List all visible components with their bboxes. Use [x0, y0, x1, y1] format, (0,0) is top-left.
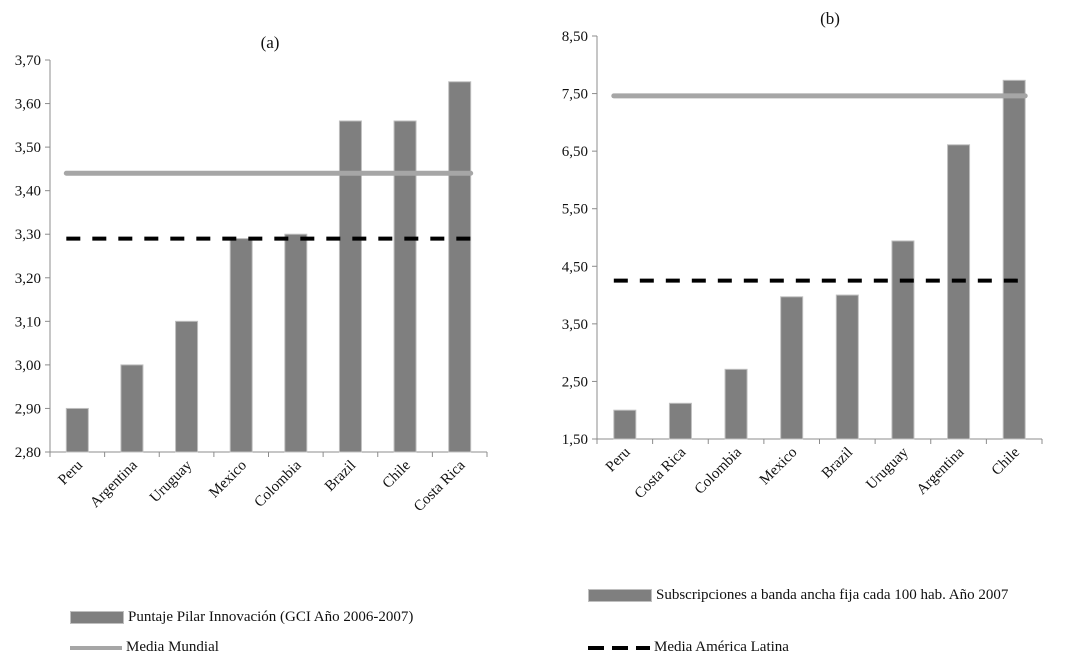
x-tick-label-a: Argentina: [87, 457, 141, 511]
legend-swatch-bar-b: [588, 589, 652, 602]
x-tick-label-b: Costa Rica: [632, 444, 690, 502]
legend-media-al: Media América Latina: [588, 638, 789, 657]
bar-a: [284, 233, 308, 453]
y-tick-label-b: 3,50: [562, 317, 588, 333]
bar-a: [393, 120, 417, 453]
bar-a: [120, 364, 144, 453]
bar-a: [65, 407, 89, 453]
y-tick-label-a: 3,40: [15, 184, 41, 200]
y-tick-label-a: 3,50: [15, 140, 41, 156]
bar-a: [175, 320, 199, 453]
x-tick-label-b: Colombia: [692, 444, 745, 497]
legend-swatch-media-mundial: [70, 646, 122, 650]
chart-b-title: (b): [820, 9, 840, 28]
y-tick-label-a: 3,60: [15, 97, 41, 113]
y-tick-label-b: 6,50: [562, 144, 588, 160]
y-tick-label-a: 3,30: [15, 227, 41, 243]
x-tick-label-b: Brazil: [819, 445, 856, 482]
x-tick-label-b: Peru: [603, 444, 634, 475]
y-tick-label-a: 3,00: [15, 358, 41, 374]
x-tick-label-a: Mexico: [206, 458, 250, 502]
legend-bar-b: Subscripciones a banda ancha fija cada 1…: [588, 586, 1058, 605]
bar-b: [780, 296, 804, 440]
legend-label-bar-b: Subscripciones a banda ancha fija cada 1…: [656, 587, 1009, 603]
chart-a-title: (a): [261, 33, 280, 52]
legend-label-media-al: Media América Latina: [654, 639, 789, 655]
chart-a: (a) 2,80 2,90 3,00 3,10 3,20 3,30 3,40 3,50 3,60 3…: [15, 33, 488, 515]
legend-swatch-bar-a: [70, 611, 124, 624]
x-tick-label-a: Brazil: [322, 458, 359, 495]
bar-b: [891, 240, 915, 440]
x-tick-label-a: Uruguay: [147, 457, 196, 506]
legend-bar-a: Puntaje Pilar Innovación (GCI Año 2006-2…: [70, 608, 413, 627]
y-tick-label-b: 2,50: [562, 374, 588, 390]
x-tick-label-a: Costa Rica: [411, 457, 469, 515]
legend-label-bar-a: Puntaje Pilar Innovación (GCI Año 2006-2…: [128, 609, 414, 625]
bar-b: [1002, 79, 1026, 440]
y-tick-label-a: 3,10: [15, 314, 41, 330]
bar-b: [947, 144, 971, 440]
legend-swatch-media-al: [588, 646, 650, 650]
legend-media-mundial: Media Mundial: [70, 638, 219, 657]
x-tick-label-b: Mexico: [757, 445, 801, 489]
x-tick-label-b: Argentina: [914, 444, 968, 498]
bar-b: [724, 368, 748, 440]
bar-a: [338, 120, 362, 453]
x-tick-label-a: Colombia: [251, 457, 304, 510]
y-tick-label-b: 7,50: [562, 87, 588, 103]
chart-b: (b)1,502,503,504,505,506,507,508,50PeruC…: [562, 9, 1043, 502]
x-tick-label-b: Uruguay: [863, 444, 912, 493]
y-tick-label-b: 1,50: [562, 432, 588, 448]
y-tick-label-a: 2,80: [15, 445, 41, 461]
x-tick-label-a: Peru: [55, 457, 86, 488]
bar-b: [613, 409, 637, 440]
bar-a: [448, 81, 472, 453]
x-tick-label-b: Chile: [989, 444, 1024, 479]
bar-a: [229, 238, 253, 453]
bar-b: [835, 294, 859, 440]
y-tick-label-a: 3,20: [15, 271, 41, 287]
y-tick-label-a: 2,90: [15, 401, 41, 417]
y-tick-label-b: 8,50: [562, 29, 588, 45]
y-tick-label-a: 3,70: [15, 53, 41, 69]
bar-b: [668, 402, 692, 440]
y-tick-label-b: 4,50: [562, 259, 588, 275]
legend-label-media-mundial: Media Mundial: [126, 639, 219, 655]
y-tick-label-b: 5,50: [562, 202, 588, 218]
x-tick-label-a: Chile: [380, 457, 415, 492]
